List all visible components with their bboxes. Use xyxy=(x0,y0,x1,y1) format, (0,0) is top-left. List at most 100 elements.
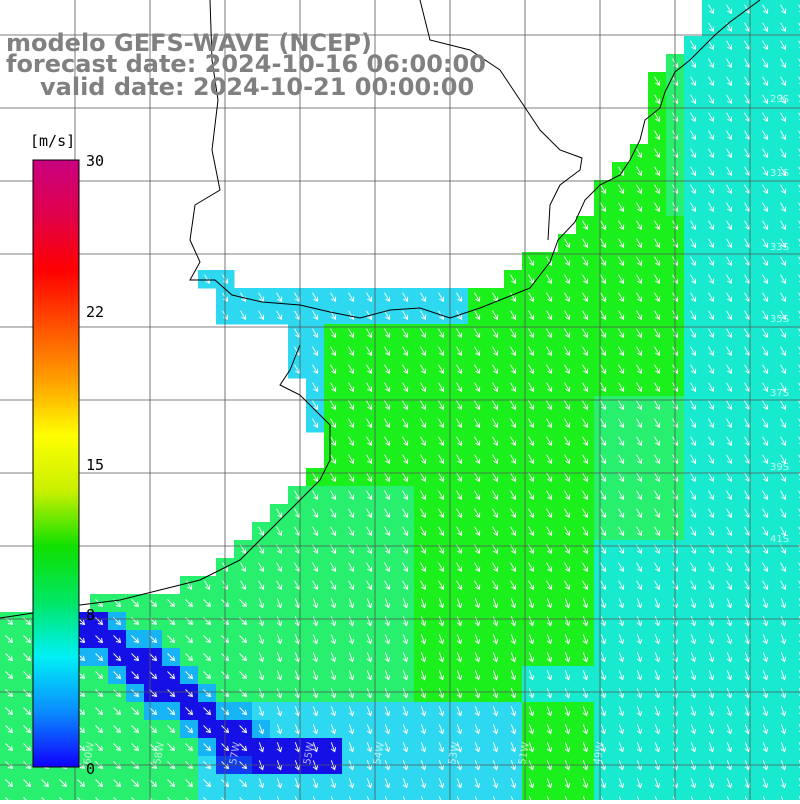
wind-cell xyxy=(792,270,800,289)
wind-cell xyxy=(792,576,800,595)
wind-cell xyxy=(792,252,800,271)
lat-label: 29S xyxy=(770,94,789,105)
wind-cell xyxy=(792,486,800,505)
wind-cell xyxy=(792,378,800,397)
wind-cell xyxy=(774,792,793,800)
wind-cell xyxy=(414,792,433,800)
wind-cell xyxy=(792,36,800,55)
wind-cell xyxy=(792,666,800,685)
wind-cell xyxy=(792,198,800,217)
wind-cell xyxy=(594,792,613,800)
wind-cell xyxy=(792,432,800,451)
wind-cell xyxy=(576,792,595,800)
wind-cell xyxy=(792,342,800,361)
wind-cell xyxy=(360,792,379,800)
wind-cell xyxy=(684,792,703,800)
wind-cell xyxy=(792,162,800,181)
wind-cell xyxy=(792,684,800,703)
wind-cell xyxy=(180,792,199,800)
wind-cell xyxy=(252,792,271,800)
wind-cell xyxy=(90,792,109,800)
wind-cell xyxy=(126,792,145,800)
lat-label: 39S xyxy=(770,462,789,473)
wind-cell xyxy=(198,792,217,800)
wind-cell xyxy=(36,792,55,800)
wind-cell xyxy=(792,648,800,667)
wind-cell xyxy=(432,792,451,800)
wind-cell xyxy=(792,288,800,307)
wind-cell xyxy=(504,792,523,800)
colorbar-tick-0: 0 xyxy=(86,760,95,778)
wind-cell xyxy=(792,558,800,577)
wind-cell xyxy=(792,468,800,487)
wind-cell xyxy=(792,54,800,73)
lat-label: 31S xyxy=(770,168,789,179)
wind-cell xyxy=(792,612,800,631)
lat-label: 35S xyxy=(770,314,789,325)
wind-cell xyxy=(792,414,800,433)
wind-cell xyxy=(792,90,800,109)
wind-cell xyxy=(792,738,800,757)
wind-cell xyxy=(0,792,19,800)
wind-cell xyxy=(792,108,800,127)
lat-label: 41S xyxy=(770,534,789,545)
wind-cell xyxy=(792,630,800,649)
wind-cell xyxy=(792,306,800,325)
wind-cell xyxy=(396,792,415,800)
wind-cell xyxy=(648,792,667,800)
wind-cell xyxy=(234,792,253,800)
colorbar-bar xyxy=(33,160,79,767)
colorbar-tick-22: 22 xyxy=(86,303,104,321)
wind-cell xyxy=(792,234,800,253)
wind-cell xyxy=(792,0,800,19)
valid-date: valid date: 2024-10-21 00:00:00 xyxy=(40,74,474,100)
wind-cell xyxy=(270,792,289,800)
wind-cell xyxy=(756,792,775,800)
wind-cell xyxy=(792,72,800,91)
lat-label: 33S xyxy=(770,242,789,253)
colorbar-unit: [m/s] xyxy=(30,132,75,150)
wind-cell xyxy=(792,522,800,541)
wind-cell xyxy=(792,18,800,37)
wind-cell xyxy=(108,792,127,800)
wind-cell xyxy=(738,792,757,800)
wind-cell xyxy=(792,126,800,145)
wind-cell xyxy=(792,144,800,163)
wind-cell xyxy=(630,792,649,800)
wind-cell xyxy=(288,792,307,800)
wind-cell xyxy=(792,702,800,721)
lat-label: 37S xyxy=(770,388,789,399)
colorbar-tick-8: 8 xyxy=(86,606,95,624)
colorbar-tick-30: 30 xyxy=(86,152,104,170)
wind-cell xyxy=(792,720,800,739)
wind-cell xyxy=(558,792,577,800)
wind-cell xyxy=(792,360,800,379)
wind-cell xyxy=(540,792,559,800)
wind-cell xyxy=(792,450,800,469)
wind-cell xyxy=(144,792,163,800)
wind-cell xyxy=(612,792,631,800)
wind-cell xyxy=(792,594,800,613)
wind-cell xyxy=(792,396,800,415)
wind-cell xyxy=(792,774,800,793)
wind-cell xyxy=(792,504,800,523)
wind-cell xyxy=(378,792,397,800)
wind-cell xyxy=(792,792,800,800)
wind-cell xyxy=(792,180,800,199)
wind-cell xyxy=(54,792,73,800)
wind-cell xyxy=(486,792,505,800)
wind-cell xyxy=(720,792,739,800)
wind-cell xyxy=(450,792,469,800)
wind-cell xyxy=(18,792,37,800)
wind-cell xyxy=(324,792,343,800)
colorbar-tick-15: 15 xyxy=(86,456,104,474)
wind-cell xyxy=(702,792,721,800)
wind-cell xyxy=(162,792,181,800)
wind-cell xyxy=(342,792,361,800)
wind-cell xyxy=(792,540,800,559)
wind-cell xyxy=(306,792,325,800)
wind-cell xyxy=(792,216,800,235)
wind-cell xyxy=(468,792,487,800)
